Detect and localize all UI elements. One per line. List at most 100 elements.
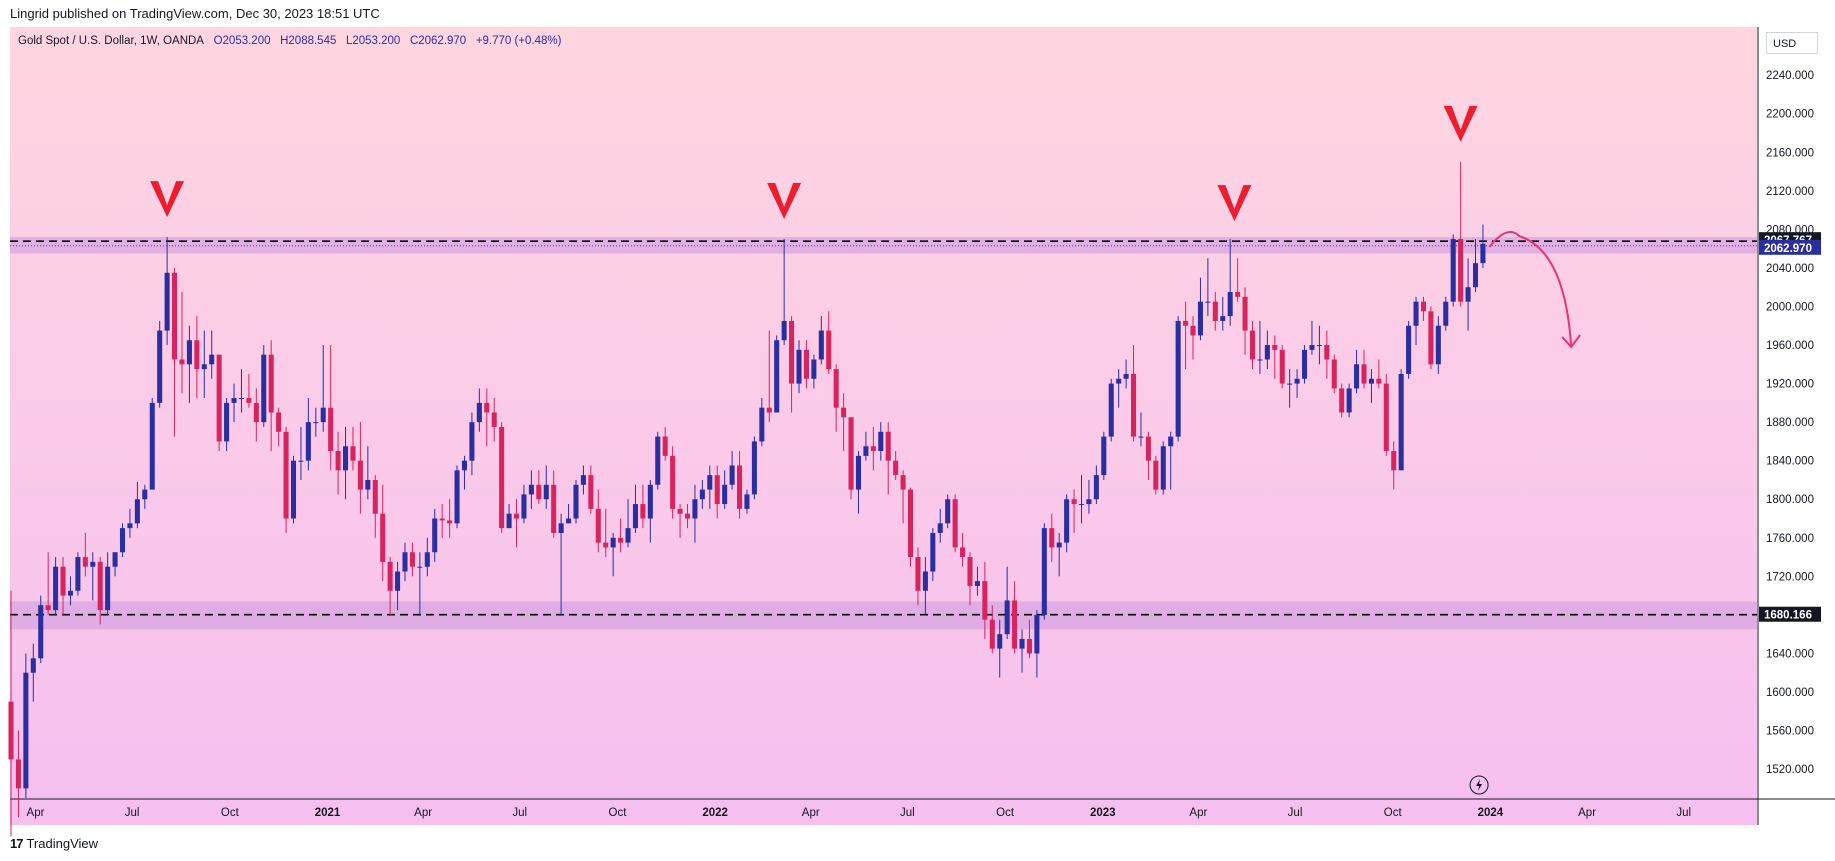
candle-body: [1279, 349, 1285, 384]
candle-body: [699, 489, 705, 500]
footer-brand[interactable]: 17 TradingView: [10, 836, 98, 851]
candle-body: [447, 520, 453, 524]
candle-body: [1093, 475, 1099, 500]
candle: [380, 484, 386, 582]
candle-body: [268, 354, 274, 413]
candle: [1056, 532, 1062, 577]
candle-body: [45, 605, 51, 611]
candle: [1004, 566, 1010, 639]
candle-body: [1026, 638, 1032, 654]
candle: [1145, 431, 1151, 480]
candle: [1190, 316, 1196, 360]
candle-body: [870, 446, 876, 452]
y-tick-label: 2000.000: [1766, 301, 1814, 313]
candle-body: [952, 499, 958, 548]
candle-body: [216, 354, 222, 442]
candle-body: [283, 431, 289, 519]
candle: [1078, 475, 1085, 524]
candle-body: [566, 518, 572, 524]
candle-body: [1153, 460, 1159, 490]
candle: [499, 422, 505, 533]
candle-body: [335, 451, 341, 471]
candle: [1279, 345, 1285, 389]
candle: [1346, 383, 1352, 418]
x-tick-label: Oct: [221, 807, 240, 819]
currency-selector[interactable]: USD: [1766, 32, 1818, 54]
candle: [870, 426, 876, 471]
candle: [714, 465, 720, 519]
candle-body: [491, 412, 497, 427]
candle-body: [1472, 263, 1479, 288]
candle-body: [1368, 378, 1374, 384]
y-tick-label: 2040.000: [1766, 263, 1814, 275]
candle: [417, 552, 423, 615]
candle-body: [759, 407, 765, 442]
candle: [989, 605, 995, 654]
candle-body: [1086, 499, 1092, 505]
candle: [1339, 383, 1345, 418]
candle: [305, 398, 311, 471]
candle: [1443, 296, 1449, 331]
candle: [632, 484, 638, 533]
candle-body: [521, 494, 527, 519]
candle-body: [172, 272, 178, 360]
candle-body: [551, 484, 557, 533]
candle-body: [1116, 378, 1122, 384]
candle: [1398, 369, 1404, 471]
candle: [82, 532, 88, 577]
price-label: 1680.166: [1764, 610, 1812, 622]
candle: [521, 484, 527, 524]
candle: [922, 557, 928, 615]
candle: [536, 470, 542, 505]
x-tick-label: 2021: [315, 807, 341, 819]
candle-body: [796, 349, 802, 384]
candle: [1287, 369, 1293, 408]
candle: [30, 643, 36, 702]
candle-body: [647, 484, 653, 519]
candle-body: [38, 605, 44, 659]
y-tick-label: 1800.000: [1766, 494, 1814, 506]
x-tick-label: 2022: [702, 807, 728, 819]
candle-body: [157, 330, 163, 403]
candle-body: [989, 619, 995, 649]
candle-body: [1383, 383, 1389, 452]
price-label-box: [1759, 606, 1821, 622]
candle-body: [662, 436, 668, 456]
candle: [283, 426, 289, 533]
candle-body: [1301, 349, 1308, 379]
candle-body: [357, 460, 363, 490]
candle-body: [1346, 388, 1352, 413]
candle-body: [766, 407, 772, 413]
y-tick-label: 1600.000: [1766, 687, 1814, 699]
candle-body: [714, 475, 720, 505]
y-tick-label: 1520.000: [1766, 764, 1814, 776]
candle: [1413, 296, 1419, 346]
candle: [343, 426, 349, 500]
candle-body: [320, 407, 326, 423]
candle: [365, 446, 371, 500]
candle: [1086, 479, 1092, 514]
candle: [737, 451, 743, 519]
candle: [677, 504, 683, 538]
candle: [1071, 489, 1077, 533]
candle-body: [1354, 364, 1360, 389]
candle: [1131, 345, 1137, 442]
candle: [528, 470, 534, 509]
candle: [1235, 258, 1241, 302]
candle-body: [1361, 364, 1367, 384]
candle: [551, 470, 557, 538]
y-tick-label: 2120.000: [1766, 186, 1814, 198]
candle-body: [201, 364, 207, 370]
candle-body: [1376, 378, 1382, 384]
candle: [1264, 330, 1270, 370]
candle-body: [1235, 292, 1241, 297]
candle-body: [194, 340, 200, 370]
candle: [1034, 610, 1040, 678]
low-value: L2053.200: [345, 35, 401, 47]
x-tick-label: Apr: [414, 807, 432, 819]
candle-body: [417, 566, 423, 568]
candle-body: [506, 513, 512, 529]
candle-body: [82, 557, 88, 567]
candle-body: [885, 431, 891, 461]
